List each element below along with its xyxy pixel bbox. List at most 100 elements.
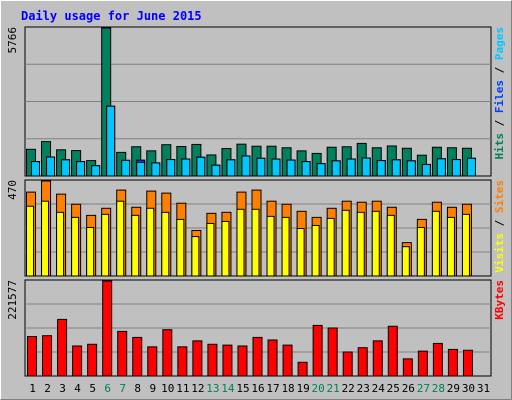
- legend-entry: /: [493, 213, 506, 233]
- bar-pages-day-4: [76, 161, 86, 177]
- bar-sites-day-17: [266, 215, 275, 277]
- x-tick-label-day-3: 3: [59, 382, 66, 395]
- x-tick-label-day-7: 7: [119, 382, 126, 395]
- bar-kbytes-day-9: [147, 346, 158, 377]
- x-tick-label-day-6: 6: [104, 382, 111, 395]
- bar-kbytes-day-30: [462, 349, 473, 377]
- bar-pages-day-10: [166, 159, 176, 177]
- bar-kbytes-day-17: [267, 339, 278, 377]
- bar-sites-day-16: [251, 208, 260, 277]
- bar-sites-day-29: [446, 216, 455, 277]
- bar-kbytes-day-1: [27, 336, 38, 377]
- legend-hits_files_pages: Hits / Files / Pages: [493, 27, 506, 160]
- bar-kbytes-day-11: [177, 346, 188, 377]
- bar-pages-day-19: [301, 161, 311, 177]
- bar-sites-day-7: [116, 200, 125, 277]
- bar-kbytes-day-20: [312, 324, 323, 377]
- x-tick-label-day-27: 27: [417, 382, 430, 395]
- legend-entry: Pages: [493, 27, 506, 60]
- bar-pages-day-9: [151, 162, 161, 177]
- bar-pages-day-6: [106, 105, 116, 177]
- bar-kbytes-day-13: [207, 343, 218, 377]
- bar-sites-day-6: [101, 213, 110, 277]
- legend-entry: KBytes: [493, 280, 506, 320]
- bar-kbytes-day-26: [402, 358, 413, 377]
- bar-sites-day-21: [326, 217, 335, 277]
- x-tick-label-day-11: 11: [176, 382, 189, 395]
- bar-kbytes-day-25: [387, 325, 398, 377]
- bar-kbytes-day-29: [447, 348, 458, 377]
- bar-sites-day-11: [176, 218, 185, 277]
- legend-kbytes: KBytes: [493, 280, 506, 320]
- bar-kbytes-day-10: [162, 329, 173, 377]
- x-tick-label-day-29: 29: [447, 382, 460, 395]
- legend-entry: Sites: [493, 180, 506, 213]
- legend-entry: /: [493, 113, 506, 133]
- bar-pages-day-18: [286, 159, 296, 177]
- x-tick-label-day-31: 31: [477, 382, 490, 395]
- bar-sites-day-22: [341, 209, 350, 277]
- bar-pages-day-8: [136, 161, 146, 177]
- x-tick-label-day-19: 19: [296, 382, 309, 395]
- bar-pages-day-7: [121, 159, 131, 177]
- x-tick-label-day-28: 28: [432, 382, 445, 395]
- bar-pages-day-25: [391, 159, 401, 177]
- panel-hits_files_pages: 5766 Hits / Files / Pages: [6, 26, 506, 177]
- bar-sites-day-24: [371, 210, 380, 277]
- x-tick-label-day-22: 22: [342, 382, 355, 395]
- bar-sites-day-18: [281, 216, 290, 277]
- x-tick-label-day-17: 17: [266, 382, 279, 395]
- bar-pages-day-27: [421, 163, 431, 177]
- bar-sites-day-3: [56, 211, 65, 277]
- bar-sites-day-27: [416, 226, 425, 277]
- bar-kbytes-day-21: [327, 327, 338, 377]
- bar-kbytes-day-7: [117, 330, 128, 377]
- bar-kbytes-day-18: [282, 344, 293, 377]
- x-tick-label-day-30: 30: [462, 382, 475, 395]
- bar-pages-day-24: [376, 160, 386, 177]
- x-tick-label-day-5: 5: [89, 382, 96, 395]
- bar-pages-day-13: [211, 164, 221, 177]
- bar-pages-day-23: [361, 157, 371, 177]
- y-max-label-visits_sites: 470: [6, 180, 19, 200]
- bar-kbytes-day-24: [372, 340, 383, 377]
- x-tick-label-day-12: 12: [191, 382, 204, 395]
- legend-visits_sites: Visits / Sites: [493, 180, 506, 273]
- bar-pages-day-1: [31, 161, 41, 177]
- x-tick-label-day-1: 1: [29, 382, 36, 395]
- bar-kbytes-day-28: [432, 342, 443, 377]
- bar-kbytes-day-27: [417, 350, 428, 377]
- panel-kbytes: 221577 KBytes: [6, 279, 506, 377]
- bar-pages-day-21: [331, 160, 341, 177]
- legend-entry: Visits: [493, 233, 506, 273]
- x-tick-label-day-26: 26: [402, 382, 415, 395]
- bar-pages-day-17: [271, 158, 281, 177]
- x-tick-label-day-20: 20: [312, 382, 325, 395]
- bar-sites-day-9: [146, 207, 155, 277]
- bar-pages-day-11: [181, 158, 191, 177]
- x-tick-label-day-23: 23: [357, 382, 370, 395]
- y-max-label-kbytes: 221577: [6, 280, 19, 320]
- bar-sites-day-2: [41, 200, 50, 277]
- bar-kbytes-day-5: [87, 343, 98, 377]
- bar-pages-day-29: [451, 159, 461, 177]
- y-max-label-hits_files_pages: 5766: [6, 27, 19, 54]
- bar-pages-day-26: [406, 160, 416, 177]
- chart-title: Daily usage for June 2015: [21, 9, 202, 23]
- bar-pages-day-2: [46, 156, 56, 177]
- bar-sites-day-28: [431, 210, 440, 277]
- x-tick-label-day-18: 18: [281, 382, 294, 395]
- bar-sites-day-26: [401, 246, 410, 277]
- chart-panels: 5766 Hits / Files / Pages 470 Visits / Site…: [6, 26, 506, 377]
- x-tick-label-day-13: 13: [206, 382, 219, 395]
- bar-pages-day-15: [241, 155, 251, 177]
- bar-pages-day-16: [256, 157, 266, 177]
- x-axis-labels: 1 2 3 4 5 6 7 8 9 10 11 12 13 14 15 16 17 18 19 20 21 22 23 24 2…: [29, 382, 490, 395]
- legend-entry: /: [493, 60, 506, 80]
- x-tick-label-day-4: 4: [74, 382, 81, 395]
- bar-sites-day-23: [356, 211, 365, 277]
- bar-pages-day-22: [346, 158, 356, 177]
- bar-kbytes-day-16: [252, 336, 263, 377]
- bar-kbytes-day-8: [132, 336, 143, 377]
